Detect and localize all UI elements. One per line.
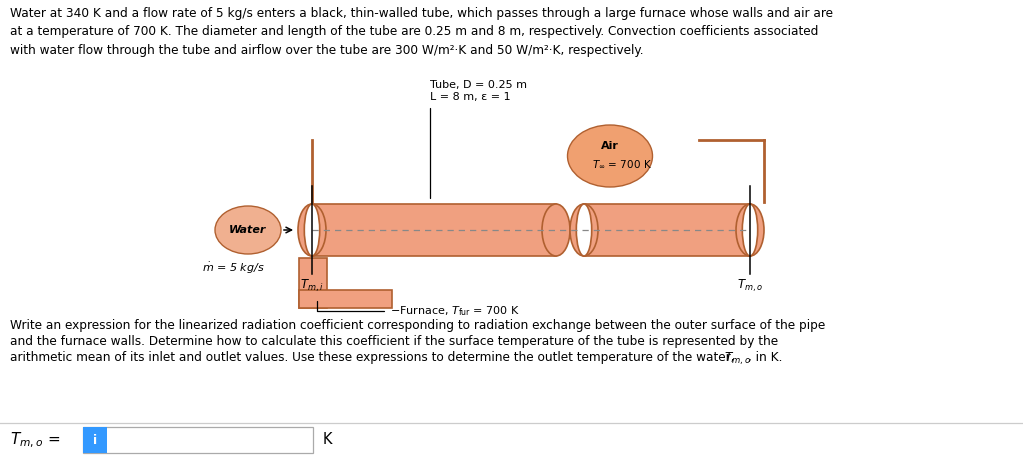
Bar — [584, 204, 750, 256]
Text: Air: Air — [602, 141, 619, 151]
Text: Water at 340 K and a flow rate of 5 kg/s enters a black, thin-walled tube, which: Water at 340 K and a flow rate of 5 kg/s… — [10, 7, 833, 57]
Ellipse shape — [576, 204, 591, 256]
Ellipse shape — [743, 204, 758, 256]
Bar — [312, 204, 555, 256]
Ellipse shape — [298, 204, 326, 256]
Text: and the furnace walls. Determine how to calculate this coefficient if the surfac: and the furnace walls. Determine how to … — [10, 335, 779, 348]
Text: $\dot{m}$ = 5 kg/s: $\dot{m}$ = 5 kg/s — [202, 260, 265, 276]
Ellipse shape — [542, 204, 570, 256]
Ellipse shape — [570, 204, 598, 256]
Ellipse shape — [736, 204, 764, 256]
Ellipse shape — [304, 204, 320, 256]
Bar — [83, 427, 107, 453]
Text: arithmetic mean of its inlet and outlet values. Use these expressions to determi: arithmetic mean of its inlet and outlet … — [10, 351, 739, 364]
Bar — [83, 427, 313, 453]
Bar — [299, 290, 392, 308]
Text: , in K.: , in K. — [748, 351, 783, 364]
Text: $T_{m,o}$: $T_{m,o}$ — [737, 278, 763, 294]
Text: K: K — [323, 433, 332, 447]
Text: $-$Furnace, $T_\mathrm{fur}$ = 700 K: $-$Furnace, $T_\mathrm{fur}$ = 700 K — [317, 301, 520, 318]
Bar — [299, 258, 327, 308]
Text: Tube, D = 0.25 m
L = 8 m, ε = 1: Tube, D = 0.25 m L = 8 m, ε = 1 — [430, 80, 527, 198]
Text: i: i — [93, 434, 97, 446]
Text: $T_{m,i}$: $T_{m,i}$ — [300, 278, 324, 294]
Text: $T_{m,o}$: $T_{m,o}$ — [724, 351, 751, 367]
Ellipse shape — [568, 125, 653, 187]
Text: $T_\infty$ = 700 K: $T_\infty$ = 700 K — [592, 158, 652, 170]
Text: Write an expression for the linearized radiation coefficient corresponding to ra: Write an expression for the linearized r… — [10, 319, 826, 332]
Text: Water: Water — [229, 225, 267, 235]
Ellipse shape — [215, 206, 281, 254]
Text: $T_{m,o}$ =: $T_{m,o}$ = — [10, 430, 61, 450]
